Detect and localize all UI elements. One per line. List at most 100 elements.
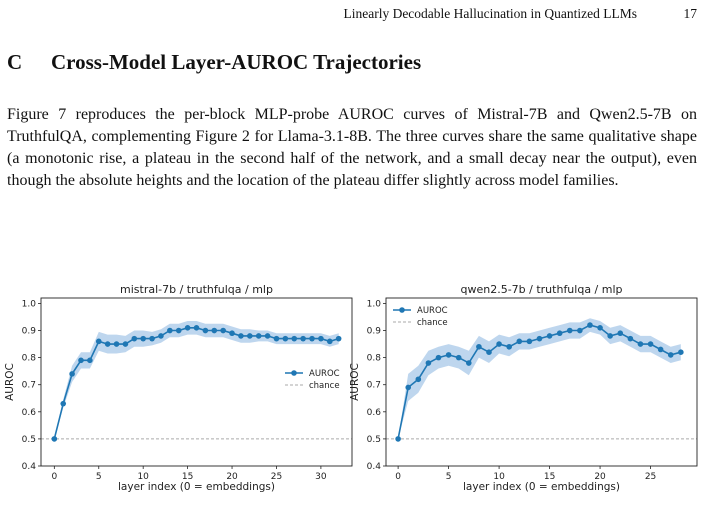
legend: AUROC chance: [393, 306, 448, 328]
legend-label-chance: chance: [417, 318, 448, 328]
body-paragraph: Figure 7 reproduces the per-block MLP-pr…: [7, 106, 697, 189]
data-point: [577, 327, 583, 334]
y-tick-label: 0.5: [367, 435, 381, 445]
data-point: [51, 436, 58, 442]
data-point: [255, 333, 262, 339]
x-tick-label: 15: [182, 472, 193, 482]
data-point: [193, 325, 200, 331]
x-tick-label: 25: [271, 472, 282, 482]
data-point: [184, 325, 191, 331]
data-point: [546, 333, 553, 339]
data-point: [131, 335, 138, 342]
data-point: [158, 333, 164, 339]
section-number: C: [7, 50, 23, 74]
section-heading: C Cross-Model Layer-AUROC Trajectories: [7, 50, 697, 75]
data-point: [445, 352, 452, 358]
data-point: [309, 335, 315, 342]
x-tick-label: 5: [96, 472, 102, 482]
chart-mistral: mistral-7b / truthfulqa / mlp 0 5 10 15 20 25 3…: [4, 283, 353, 493]
data-point: [607, 333, 613, 339]
data-point: [496, 341, 502, 347]
x-tick-label: 30: [315, 472, 327, 482]
data-point: [455, 354, 462, 361]
legend-label-auroc: AUROC: [309, 369, 340, 379]
data-point: [566, 327, 573, 334]
x-axis-label: layer index (0 = embeddings): [463, 481, 620, 493]
x-tick-label: 0: [395, 472, 401, 482]
data-point: [526, 338, 533, 345]
data-point: [60, 400, 67, 407]
data-point: [238, 333, 244, 339]
data-point: [318, 335, 324, 342]
running-head-title: Linearly Decodable Hallucination in Quan…: [343, 6, 637, 21]
data-point: [69, 371, 75, 377]
plot-frame: [40, 297, 353, 467]
y-axis-label: AUROC: [4, 363, 16, 401]
chart-title: qwen2.5-7b / truthfulqa / mlp: [460, 283, 622, 296]
y-tick-label: 0.9: [22, 327, 37, 337]
data-point: [465, 360, 472, 366]
data-point: [506, 343, 512, 350]
plot-frame: [385, 297, 698, 467]
data-point: [291, 335, 298, 342]
chart-title: mistral-7b / truthfulqa / mlp: [120, 283, 273, 296]
y-tick-label: 0.7: [22, 381, 36, 391]
legend: AUROC chance: [285, 369, 340, 391]
x-tick-label: 15: [544, 472, 555, 482]
y-tick-label: 0.6: [22, 408, 37, 418]
data-point: [667, 352, 674, 358]
data-point: [627, 335, 634, 342]
data-point: [167, 327, 173, 334]
y-axis-label: AUROC: [349, 363, 361, 401]
data-point: [516, 338, 523, 345]
x-tick-label: 5: [446, 472, 452, 482]
data-point: [264, 333, 271, 339]
data-point: [211, 327, 218, 334]
legend-label-auroc: AUROC: [417, 306, 448, 316]
data-point: [476, 343, 482, 350]
y-tick-label: 1.0: [367, 299, 382, 309]
x-tick-label: 0: [51, 472, 57, 482]
data-point: [435, 354, 442, 361]
legend-label-chance: chance: [309, 381, 340, 391]
data-point: [647, 341, 654, 347]
data-point: [486, 349, 492, 355]
x-tick-label: 20: [226, 472, 238, 482]
confidence-band: [54, 321, 339, 439]
data-point: [556, 330, 563, 337]
x-axis-label: layer index (0 = embeddings): [118, 481, 275, 493]
x-tick-label: 20: [594, 472, 606, 482]
data-point: [175, 327, 182, 334]
data-point: [149, 335, 155, 342]
data-point: [326, 338, 333, 345]
y-tick-label: 0.5: [22, 435, 36, 445]
data-point: [229, 330, 235, 337]
y-tick-label: 0.8: [22, 354, 37, 364]
data-point: [425, 360, 432, 366]
data-point: [140, 335, 146, 342]
chart-qwen: qwen2.5-7b / truthfulqa / mlp 0 5 10 15 20 25 0…: [349, 283, 698, 493]
data-point: [202, 327, 209, 334]
data-point: [415, 376, 422, 383]
data-point: [247, 333, 253, 339]
y-tick-label: 0.9: [367, 327, 382, 337]
data-point: [122, 341, 129, 347]
data-point: [220, 327, 226, 334]
auroc-line: [53, 326, 339, 440]
data-point: [536, 335, 543, 342]
section-title: Cross-Model Layer-AUROC Trajectories: [51, 50, 422, 74]
data-point: [113, 341, 120, 347]
data-point: [78, 357, 84, 364]
confidence-band: [398, 318, 681, 439]
legend-marker-auroc: [399, 307, 405, 313]
data-point: [104, 341, 111, 347]
y-tick-label: 0.8: [367, 354, 382, 364]
data-point: [87, 357, 93, 364]
legend-marker-auroc: [291, 370, 297, 376]
data-point: [597, 325, 603, 331]
data-point: [637, 341, 644, 347]
y-tick-label: 1.0: [22, 299, 37, 309]
y-tick-label: 0.6: [367, 408, 382, 418]
x-tick-label: 25: [645, 472, 656, 482]
data-point: [617, 330, 624, 337]
